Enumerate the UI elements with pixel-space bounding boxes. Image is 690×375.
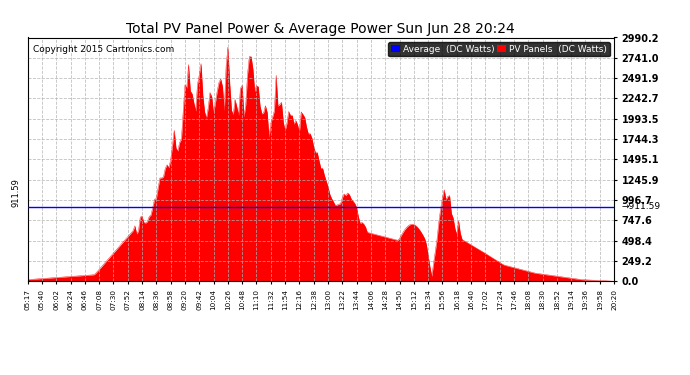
Text: 911.59: 911.59 [12,178,21,207]
Text: →911.59: →911.59 [621,202,660,211]
Title: Total PV Panel Power & Average Power Sun Jun 28 20:24: Total PV Panel Power & Average Power Sun… [126,22,515,36]
Text: Copyright 2015 Cartronics.com: Copyright 2015 Cartronics.com [34,45,175,54]
Legend: Average  (DC Watts), PV Panels  (DC Watts): Average (DC Watts), PV Panels (DC Watts) [388,42,609,56]
